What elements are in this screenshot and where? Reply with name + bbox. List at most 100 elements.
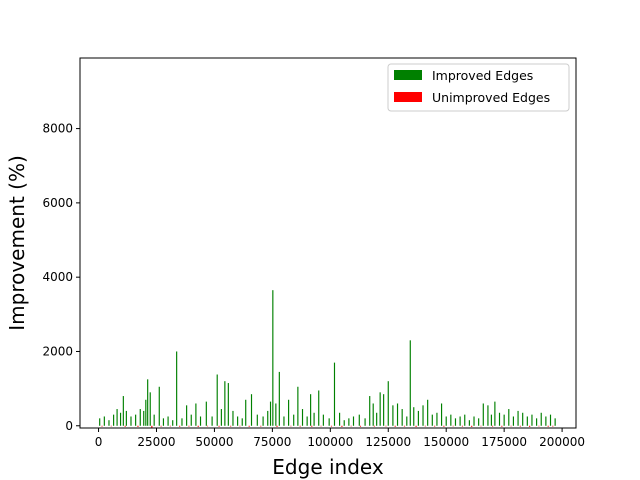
bar-improved-11 [143, 410, 145, 426]
x-tick-label-6: 150000 [423, 435, 469, 449]
bar-unimproved-24 [359, 425, 362, 427]
bar-improved-12 [145, 399, 147, 426]
bar-improved-6 [122, 396, 124, 426]
bar-improved-98 [526, 416, 528, 426]
bar-improved-47 [297, 386, 299, 426]
bar-unimproved-5 [160, 425, 162, 427]
bar-improved-44 [283, 416, 285, 426]
legend-swatch-improved [394, 70, 422, 80]
bar-improved-1 [103, 416, 105, 426]
bar-unimproved-41 [529, 425, 531, 427]
x-tick-label-0: 0 [95, 435, 103, 449]
bar-improved-59 [352, 416, 355, 426]
bar-unimproved-9 [197, 425, 199, 427]
x-tick-label-7: 175000 [481, 435, 527, 449]
bar-improved-36 [250, 394, 253, 426]
bar-improved-74 [417, 410, 419, 426]
bar-improved-23 [190, 414, 192, 426]
y-tick-label-2: 4000 [42, 270, 73, 284]
bar-improved-42 [275, 403, 277, 426]
bar-unimproved-7 [179, 425, 181, 427]
y-tick-label-4: 8000 [42, 122, 73, 136]
bar-unimproved-12 [230, 425, 232, 427]
bar-improved-2 [108, 420, 110, 426]
legend-label-improved: Improved Edges [432, 68, 533, 83]
bar-improved-96 [517, 410, 519, 426]
y-axis-label: Improvement (%) [5, 155, 29, 331]
bar-improved-65 [379, 392, 381, 426]
bar-improved-81 [450, 414, 452, 426]
bar-improved-4 [116, 409, 118, 426]
bar-unimproved-13 [239, 425, 241, 427]
bar-improved-90 [490, 414, 492, 426]
bar-improved-58 [348, 418, 350, 426]
bar-improved-34 [241, 418, 243, 426]
bar-unimproved-40 [519, 425, 521, 427]
bar-unimproved-28 [403, 425, 406, 427]
bar-unimproved-15 [260, 425, 262, 427]
bar-improved-29 [220, 409, 222, 426]
bar-unimproved-21 [330, 425, 333, 427]
bar-improved-104 [554, 418, 556, 426]
bar-improved-91 [494, 401, 496, 426]
y-tick-label-3: 6000 [42, 196, 73, 210]
bar-improved-22 [186, 405, 188, 426]
bar-improved-8 [130, 416, 132, 426]
x-tick-label-8: 200000 [539, 435, 585, 449]
x-axis-ticks: 0 25000 50000 75000 100000 125000 150000 175000… [95, 428, 585, 449]
bar-improved-15 [153, 414, 155, 426]
bar-improved-70 [401, 409, 403, 426]
bar-improved-51 [313, 412, 315, 426]
x-tick-label-5: 125000 [365, 435, 411, 449]
bar-improved-33 [237, 416, 239, 426]
bar-improved-53 [322, 414, 324, 426]
bar-unimproved-33 [452, 425, 454, 427]
bar-improved-68 [392, 405, 394, 426]
bar-improved-67 [387, 381, 389, 426]
bar-improved-55 [333, 362, 336, 426]
bar-improved-64 [376, 412, 378, 426]
bar-improved-69 [396, 403, 399, 426]
bar-unimproved-3 [137, 425, 139, 427]
bar-improved-40 [269, 401, 272, 426]
bar-improved-14 [149, 392, 151, 426]
bar-improved-57 [343, 420, 345, 426]
bar-improved-49 [306, 416, 308, 426]
bar-unimproved-43 [547, 425, 549, 427]
bar-improved-28 [216, 374, 218, 426]
bar-improved-84 [464, 414, 466, 426]
bar-unimproved-32 [443, 425, 445, 427]
bar-improved-78 [436, 412, 438, 426]
bar-improved-19 [172, 420, 174, 426]
bar-improved-71 [406, 416, 408, 426]
bar-unimproved-38 [501, 425, 503, 427]
bar-improved-92 [498, 412, 501, 426]
bar-unimproved-16 [276, 425, 278, 427]
bar-improved-80 [445, 416, 447, 426]
y-tick-label-0: 0 [65, 419, 73, 433]
bar-improved-76 [427, 399, 429, 426]
plot-frame [79, 57, 577, 429]
bar-unimproved-30 [424, 425, 426, 427]
bar-improved-52 [318, 390, 320, 426]
bar-improved-87 [478, 418, 480, 426]
bar-unimproved-22 [341, 425, 343, 427]
bar-improved-79 [440, 403, 443, 426]
bar-unimproved-0 [101, 425, 103, 427]
bar-improved-18 [167, 416, 169, 426]
bar-improved-101 [540, 412, 542, 426]
bar-unimproved-39 [510, 425, 512, 427]
bar-improved-20 [176, 351, 178, 426]
bar-unimproved-44 [552, 425, 554, 427]
bar-improved-45 [288, 399, 290, 426]
bar-unimproved-14 [248, 425, 250, 427]
legend-frame [387, 63, 570, 112]
bar-improved-77 [431, 414, 433, 426]
bar-improved-48 [301, 409, 304, 426]
bar-improved-56 [339, 412, 341, 426]
legend: Improved Edges Unimproved Edges [387, 63, 570, 112]
bar-improved-26 [205, 401, 207, 426]
bar-unimproved-29 [415, 425, 417, 427]
bar-improved-21 [181, 418, 183, 426]
bar-improved-9 [135, 414, 137, 426]
